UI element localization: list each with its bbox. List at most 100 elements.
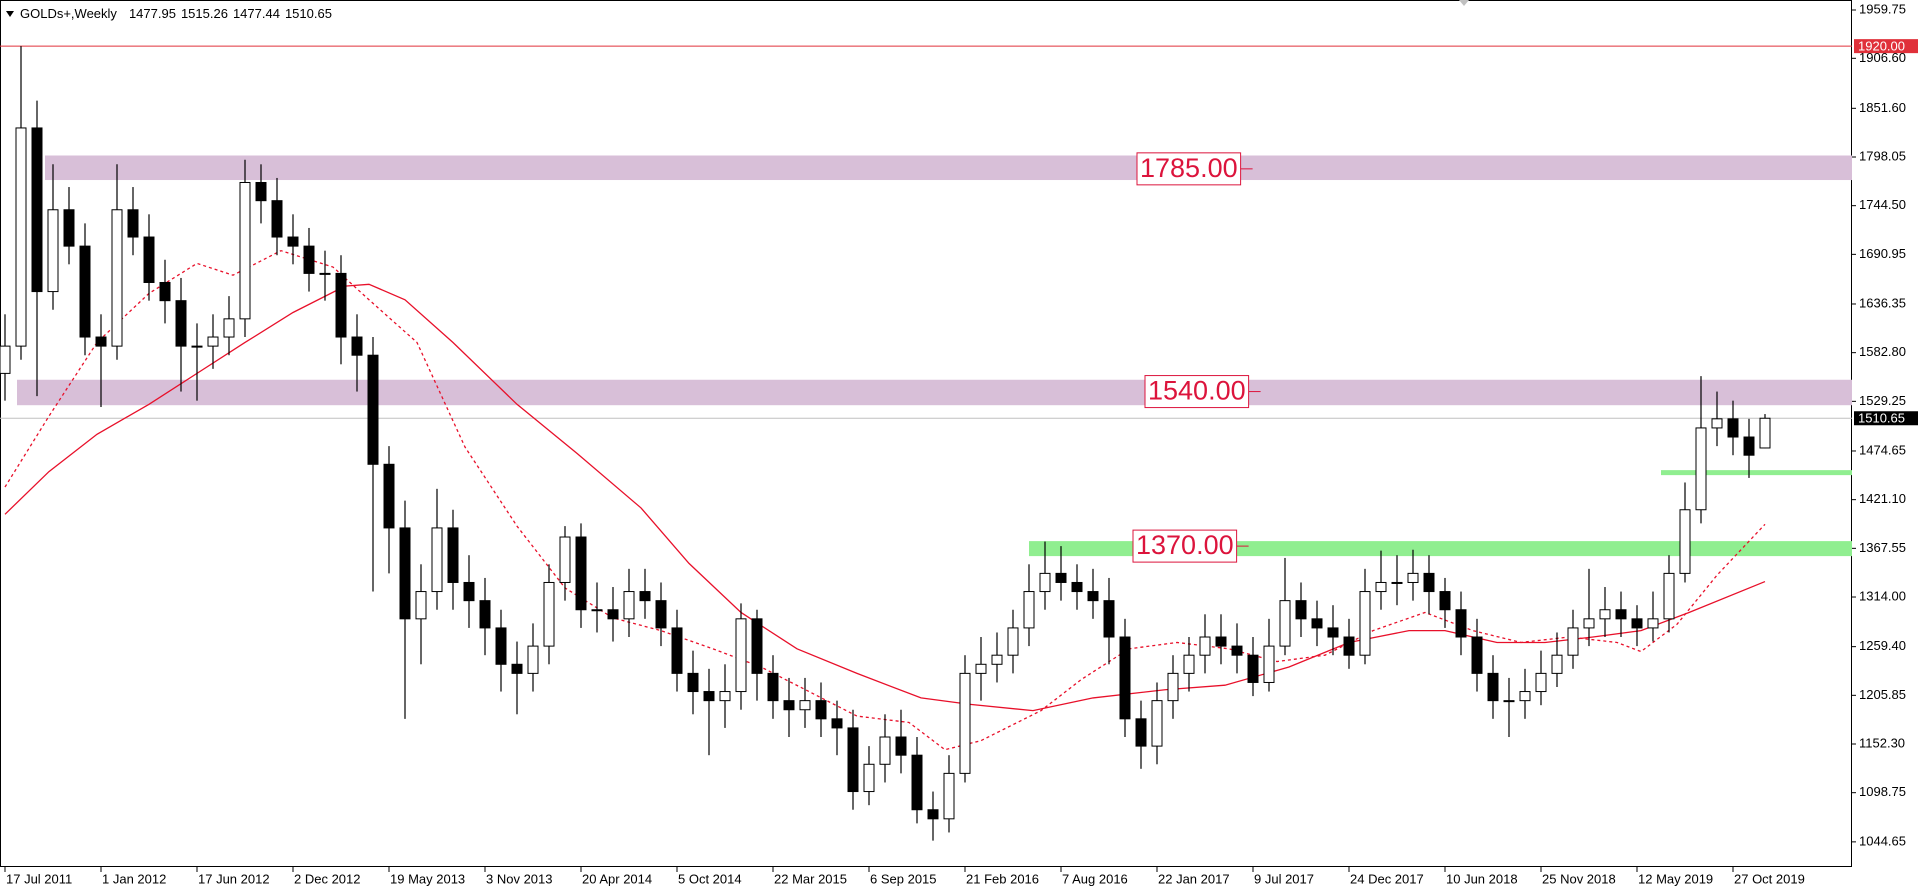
candle-body (1727, 418, 1739, 438)
candle-body (495, 627, 507, 665)
candle-body (1487, 672, 1499, 702)
x-tick-label: 19 May 2013 (390, 871, 465, 886)
candle-body (1743, 436, 1755, 456)
candle-body (383, 463, 395, 529)
candle-body (623, 591, 635, 620)
candle-body (559, 536, 571, 583)
candle-body (687, 672, 699, 693)
candle-body (1599, 609, 1611, 620)
candle-body (655, 600, 667, 629)
candle-body (751, 618, 763, 674)
candle-body (911, 754, 923, 811)
candle-body (1455, 609, 1467, 638)
candle-body (239, 181, 251, 320)
candle-body (1407, 572, 1419, 583)
candle-body (335, 272, 347, 338)
candle-body (511, 663, 523, 674)
candle-body (1151, 700, 1163, 747)
candle-body (1567, 627, 1579, 656)
candle-body (351, 336, 363, 356)
candle-body (607, 609, 619, 620)
candle-body (1103, 600, 1115, 638)
x-tick-label: 22 Jan 2017 (1158, 871, 1230, 886)
candle-body (479, 600, 491, 629)
plot-frame (0, 0, 1852, 867)
candle-body (1055, 572, 1067, 583)
candle-body (831, 718, 843, 729)
x-tick-label: 6 Sep 2015 (870, 871, 937, 886)
candle-body (367, 354, 379, 465)
y-tick-label: 1474.65 (1859, 442, 1906, 457)
candle-body (1519, 691, 1531, 702)
low-value: 1477.44 (233, 6, 280, 21)
candle-body (1247, 654, 1259, 683)
y-tick-label: 1367.55 (1859, 540, 1906, 555)
candle-body (975, 663, 987, 674)
candle-body (543, 581, 555, 647)
zone (17, 379, 1852, 406)
candle-body (175, 300, 187, 347)
y-tick-label: 1421.10 (1859, 491, 1906, 506)
candle-body (1375, 581, 1387, 593)
high-value: 1515.26 (181, 6, 228, 21)
candle-body (287, 236, 299, 247)
y-tick-label: 1152.30 (1859, 735, 1905, 750)
candle-body (1583, 618, 1595, 629)
candle-body (1679, 509, 1691, 574)
y-tick-label: 1098.75 (1859, 784, 1906, 799)
candle-body (159, 281, 171, 302)
candle-body (879, 736, 891, 765)
candle-body (319, 272, 331, 275)
candle-body (1231, 645, 1243, 656)
candle-body (143, 236, 155, 283)
x-tick-label: 7 Aug 2016 (1062, 871, 1128, 886)
candle-body (79, 245, 91, 338)
scroll-marker (1459, 0, 1469, 6)
y-tick-label: 1959.75 (1859, 1, 1906, 16)
y-tick-label: 1906.60 (1859, 50, 1906, 65)
candle-body (1503, 700, 1515, 703)
candle-body (1263, 645, 1275, 683)
candle-body (943, 772, 955, 820)
candle-body (1311, 618, 1323, 629)
candle-body (1359, 591, 1371, 656)
candle-body (63, 209, 75, 247)
candle-body (1343, 636, 1355, 656)
candle-body (191, 345, 203, 348)
candle-body (1279, 600, 1291, 647)
x-tick-label: 21 Feb 2016 (966, 871, 1039, 886)
moving-average (4, 283, 1766, 712)
y-tick-label: 1582.80 (1859, 344, 1906, 359)
candle-body (639, 591, 651, 602)
y-tick-label: 1851.60 (1859, 100, 1906, 115)
candle-body (47, 209, 59, 293)
x-tick-label: 20 Apr 2014 (582, 871, 652, 886)
candle-body (1295, 600, 1307, 620)
candle-body (431, 527, 443, 593)
candle-body (15, 127, 27, 347)
zone-label-box (1136, 152, 1242, 186)
candle-body (303, 245, 315, 274)
candle-body (1167, 672, 1179, 702)
candle-body (1199, 636, 1211, 656)
x-tick-label: 25 Nov 2018 (1542, 871, 1616, 886)
candle-body (719, 691, 731, 702)
y-tick-label: 1529.25 (1859, 393, 1906, 408)
level-tag-label: 1920.00 (1858, 39, 1905, 54)
moving-average (4, 249, 1766, 751)
candle-body (1007, 627, 1019, 656)
candle-body (1631, 618, 1643, 629)
candle-body (527, 645, 539, 674)
menu-arrow (6, 11, 14, 17)
zone-label-box (1132, 529, 1238, 563)
last-price-tag (1854, 411, 1918, 426)
candle-body (575, 536, 587, 611)
candle-body (447, 527, 459, 583)
x-tick-label: 24 Dec 2017 (1350, 871, 1424, 886)
open-value: 1477.95 (129, 6, 176, 21)
candle-body (1439, 591, 1451, 611)
candle-body (1087, 591, 1099, 602)
candle-body (959, 672, 971, 774)
